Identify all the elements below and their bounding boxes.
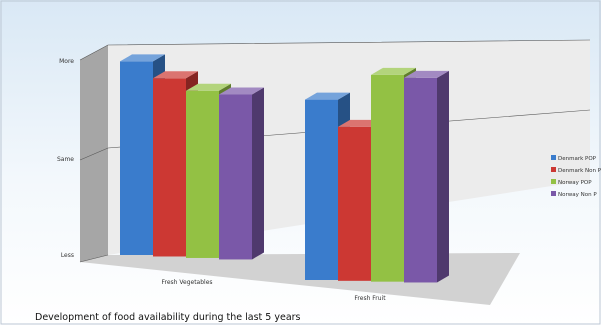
bar (219, 87, 264, 260)
bars-group (120, 54, 449, 283)
bar-front (305, 99, 338, 280)
legend-label: Denmark POP (558, 156, 597, 162)
bar-front (153, 78, 186, 257)
bar-top (186, 83, 231, 91)
chart-title: Development of food availability during … (35, 312, 301, 323)
side-wall (80, 45, 108, 262)
legend-swatch (551, 179, 556, 184)
legend-label: Denmark Non P (558, 168, 601, 174)
bar-top (305, 92, 350, 100)
x-category-label: Fresh Vegetables (161, 279, 212, 286)
bar-top (404, 70, 449, 78)
legend-label: Norway POP (558, 180, 592, 186)
legend: Denmark POP Denmark Non P Norway POP Norway… (551, 155, 601, 198)
legend-label: Norway Non P (558, 192, 597, 198)
bar-front (120, 61, 153, 256)
legend-swatch (551, 155, 556, 160)
y-tick-label: Same (57, 156, 74, 163)
gridline (79, 254, 109, 263)
bar-front (371, 74, 404, 282)
bar-top (219, 87, 264, 95)
legend-swatch (551, 191, 556, 196)
y-tick-label: More (59, 58, 74, 65)
bar-top (371, 67, 416, 75)
x-axis-categories: Fresh Vegetables Fresh Fruit (161, 279, 386, 302)
bar-front (338, 126, 371, 281)
y-tick-label: Less (61, 252, 74, 259)
bar-front (404, 77, 437, 283)
bar-front (186, 90, 219, 258)
bar (404, 70, 449, 283)
bar-top (153, 71, 198, 79)
gridline (79, 39, 591, 61)
x-category-label: Fresh Fruit (354, 295, 386, 302)
y-axis-ticks: Less Same More (57, 58, 74, 259)
legend-swatch (551, 167, 556, 172)
bar-front (219, 94, 252, 260)
bar-top (120, 54, 165, 62)
bar-side (252, 87, 264, 260)
bar-side (437, 70, 449, 283)
